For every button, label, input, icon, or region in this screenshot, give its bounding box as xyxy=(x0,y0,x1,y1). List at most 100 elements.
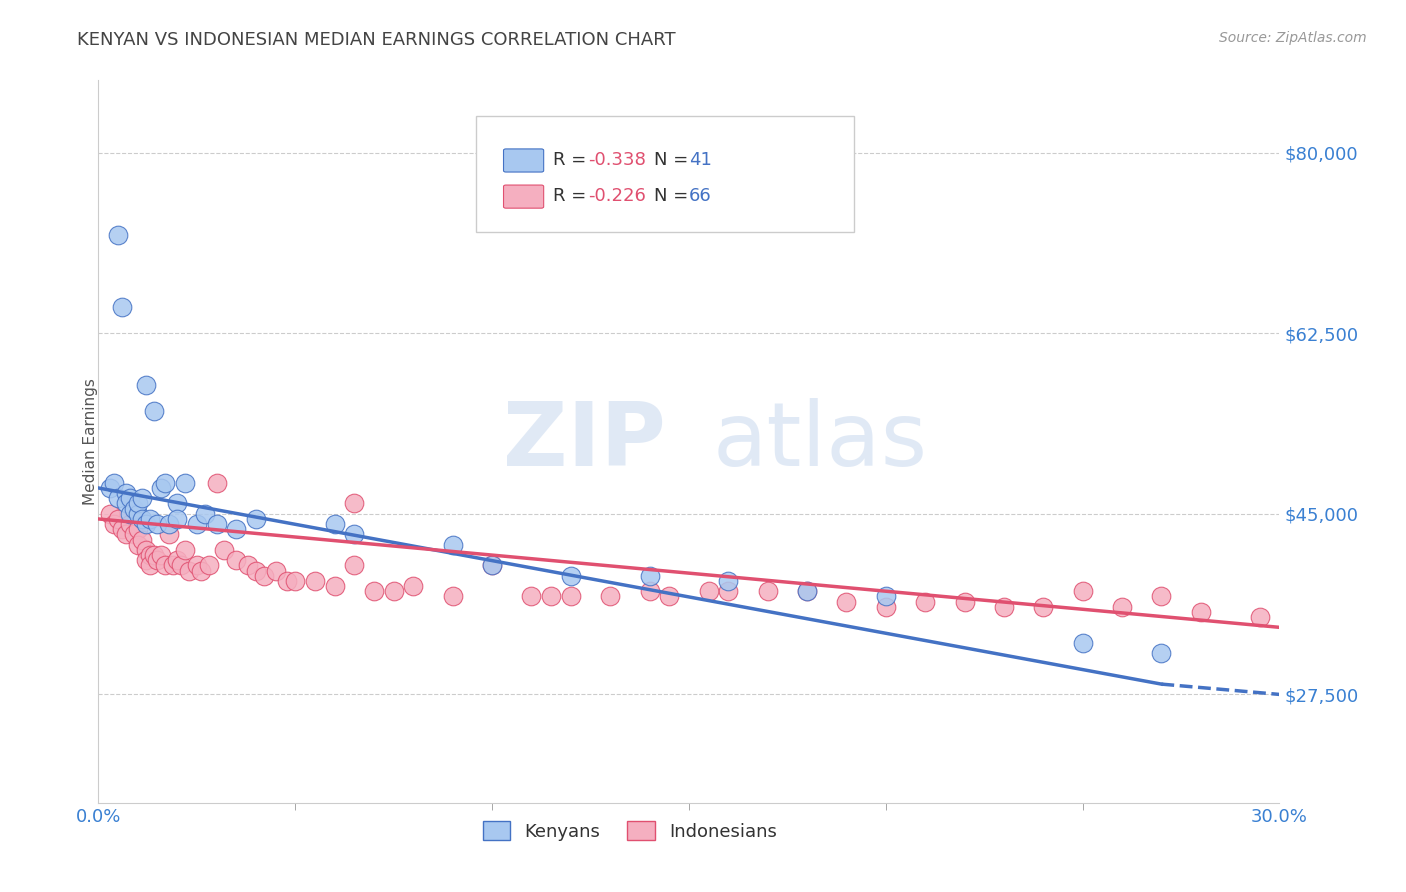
Point xyxy=(796,584,818,599)
Point xyxy=(284,574,307,588)
Point xyxy=(1071,584,1094,599)
Point xyxy=(1189,605,1212,619)
Point xyxy=(170,558,193,573)
Point xyxy=(131,491,153,506)
Point xyxy=(197,558,219,573)
Point xyxy=(875,599,897,614)
Point xyxy=(150,481,173,495)
Point xyxy=(103,517,125,532)
Point xyxy=(135,517,157,532)
Point xyxy=(205,517,228,532)
Point xyxy=(162,558,184,573)
Text: ZIP: ZIP xyxy=(502,398,665,485)
Point xyxy=(638,568,661,582)
Point xyxy=(245,512,267,526)
Text: R =: R = xyxy=(553,151,592,169)
Point xyxy=(127,538,149,552)
Point xyxy=(245,564,267,578)
Text: 41: 41 xyxy=(689,151,711,169)
Point xyxy=(118,507,141,521)
Point xyxy=(131,533,153,547)
Point xyxy=(323,579,346,593)
Point xyxy=(194,507,217,521)
Point xyxy=(276,574,298,588)
Point xyxy=(127,522,149,536)
Text: atlas: atlas xyxy=(713,398,928,485)
Point xyxy=(107,512,129,526)
Text: N =: N = xyxy=(654,151,693,169)
Point xyxy=(166,496,188,510)
Point xyxy=(127,496,149,510)
Text: -0.226: -0.226 xyxy=(589,187,647,205)
Point xyxy=(993,599,1015,614)
Point xyxy=(115,527,138,541)
Point xyxy=(98,481,121,495)
Point xyxy=(142,403,165,417)
Point xyxy=(225,553,247,567)
Point xyxy=(138,548,160,562)
Point xyxy=(236,558,259,573)
Point xyxy=(142,548,165,562)
Text: 66: 66 xyxy=(689,187,711,205)
Point xyxy=(835,594,858,608)
Point xyxy=(166,553,188,567)
Point xyxy=(914,594,936,608)
Point xyxy=(131,512,153,526)
Text: Source: ZipAtlas.com: Source: ZipAtlas.com xyxy=(1219,31,1367,45)
Point xyxy=(135,553,157,567)
Point xyxy=(118,491,141,506)
Point xyxy=(107,491,129,506)
Point xyxy=(1032,599,1054,614)
Point xyxy=(155,475,177,490)
Point xyxy=(135,377,157,392)
Point xyxy=(481,558,503,573)
Point xyxy=(157,517,180,532)
Point xyxy=(875,590,897,604)
Point xyxy=(441,590,464,604)
Point xyxy=(118,517,141,532)
Point xyxy=(103,475,125,490)
Legend: Kenyans, Indonesians: Kenyans, Indonesians xyxy=(475,814,785,848)
Point xyxy=(343,496,366,510)
Point xyxy=(304,574,326,588)
Point xyxy=(122,501,145,516)
Point xyxy=(953,594,976,608)
Point xyxy=(717,574,740,588)
Point xyxy=(697,584,720,599)
Point xyxy=(253,568,276,582)
Text: KENYAN VS INDONESIAN MEDIAN EARNINGS CORRELATION CHART: KENYAN VS INDONESIAN MEDIAN EARNINGS COR… xyxy=(77,31,676,49)
Point xyxy=(157,527,180,541)
Point xyxy=(186,558,208,573)
Point xyxy=(138,512,160,526)
Point xyxy=(717,584,740,599)
Point xyxy=(1150,646,1173,660)
Point xyxy=(107,228,129,243)
Point xyxy=(135,542,157,557)
Y-axis label: Median Earnings: Median Earnings xyxy=(83,378,97,505)
FancyBboxPatch shape xyxy=(477,116,855,232)
Point xyxy=(382,584,405,599)
Point xyxy=(363,584,385,599)
Point xyxy=(402,579,425,593)
Point xyxy=(638,584,661,599)
Point xyxy=(756,584,779,599)
Point xyxy=(1111,599,1133,614)
Point xyxy=(174,542,197,557)
Point xyxy=(1249,610,1271,624)
Point xyxy=(264,564,287,578)
Point xyxy=(127,507,149,521)
FancyBboxPatch shape xyxy=(503,149,544,172)
Point xyxy=(599,590,621,604)
Point xyxy=(186,517,208,532)
Point xyxy=(343,527,366,541)
Point xyxy=(177,564,200,578)
Point xyxy=(343,558,366,573)
Point xyxy=(115,496,138,510)
Point xyxy=(155,558,177,573)
Point xyxy=(146,517,169,532)
Point xyxy=(190,564,212,578)
Point xyxy=(122,527,145,541)
Point xyxy=(323,517,346,532)
Point xyxy=(111,522,134,536)
Point xyxy=(658,590,681,604)
